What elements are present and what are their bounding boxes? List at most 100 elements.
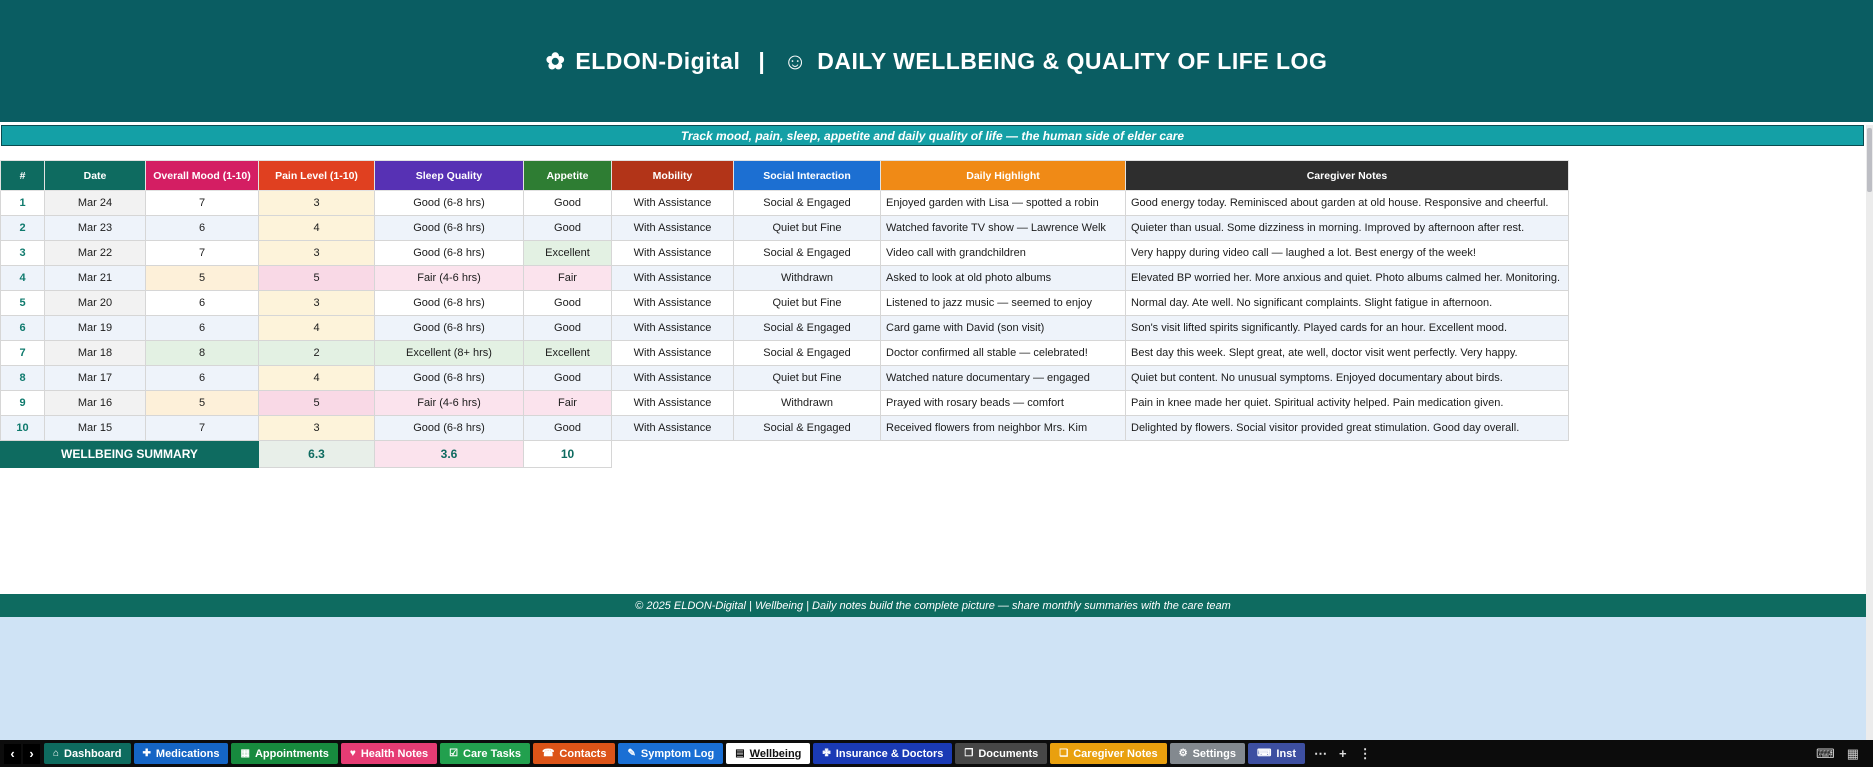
- tab-settings[interactable]: ⚙ Settings: [1169, 743, 1245, 764]
- tab-instructions[interactable]: ⌨ Inst: [1247, 743, 1305, 764]
- tab-caregiver-notes[interactable]: ❏ Caregiver Notes: [1050, 743, 1167, 764]
- cell-appetite[interactable]: Excellent: [523, 340, 612, 366]
- tab-wellbeing[interactable]: ▤ Wellbeing: [726, 743, 811, 764]
- cell-sleep[interactable]: Excellent (8+ hrs): [374, 340, 524, 366]
- cell-notes[interactable]: Normal day. Ate well. No significant com…: [1125, 290, 1569, 316]
- add-sheet-button[interactable]: +: [1334, 746, 1352, 762]
- cell-pain[interactable]: 3: [258, 290, 375, 316]
- cell-social[interactable]: Social & Engaged: [733, 190, 881, 216]
- cell-pain[interactable]: 4: [258, 315, 375, 341]
- cell-date[interactable]: Mar 18: [44, 340, 146, 366]
- cell-pain[interactable]: 4: [258, 365, 375, 391]
- summary-avg-mood[interactable]: 6.3: [258, 440, 375, 468]
- cell-social[interactable]: Withdrawn: [733, 390, 881, 416]
- cell-social[interactable]: Social & Engaged: [733, 240, 881, 266]
- cell-sleep[interactable]: Fair (4-6 hrs): [374, 390, 524, 416]
- cell-notes[interactable]: Good energy today. Reminisced about gard…: [1125, 190, 1569, 216]
- cell-mobility[interactable]: With Assistance: [611, 365, 734, 391]
- cell-mobility[interactable]: With Assistance: [611, 265, 734, 291]
- cell-social[interactable]: Social & Engaged: [733, 340, 881, 366]
- tabs-scroll-left-button[interactable]: ‹: [4, 743, 21, 764]
- cell-appetite[interactable]: Good: [523, 415, 612, 441]
- cell-social[interactable]: Withdrawn: [733, 265, 881, 291]
- cell-date[interactable]: Mar 23: [44, 215, 146, 241]
- tab-dashboard[interactable]: ⌂ Dashboard: [44, 743, 131, 764]
- cell-social[interactable]: Quiet but Fine: [733, 365, 881, 391]
- cell-appetite[interactable]: Good: [523, 215, 612, 241]
- cell-notes[interactable]: Best day this week. Slept great, ate wel…: [1125, 340, 1569, 366]
- cell-mobility[interactable]: With Assistance: [611, 215, 734, 241]
- cell-pain[interactable]: 5: [258, 390, 375, 416]
- cell-notes[interactable]: Elevated BP worried her. More anxious an…: [1125, 265, 1569, 291]
- cell-date[interactable]: Mar 16: [44, 390, 146, 416]
- cell-appetite[interactable]: Good: [523, 315, 612, 341]
- tab-appointments[interactable]: ▦ Appointments: [231, 743, 338, 764]
- cell-highlight[interactable]: Enjoyed garden with Lisa — spotted a rob…: [880, 190, 1126, 216]
- cell-appetite[interactable]: Fair: [523, 390, 612, 416]
- cell-social[interactable]: Quiet but Fine: [733, 215, 881, 241]
- cell-pain[interactable]: 5: [258, 265, 375, 291]
- tab-insurance-doctors[interactable]: ✙ Insurance & Doctors: [813, 743, 953, 764]
- cell-mobility[interactable]: With Assistance: [611, 290, 734, 316]
- cell-highlight[interactable]: Listened to jazz music — seemed to enjoy: [880, 290, 1126, 316]
- cell-mood[interactable]: 7: [145, 190, 259, 216]
- overflow-tabs-button[interactable]: ⋯: [1309, 746, 1332, 762]
- cell-sleep[interactable]: Good (6-8 hrs): [374, 215, 524, 241]
- cell-date[interactable]: Mar 17: [44, 365, 146, 391]
- grid-view-button[interactable]: ▦: [1845, 746, 1861, 762]
- cell-sleep[interactable]: Good (6-8 hrs): [374, 240, 524, 266]
- cell-highlight[interactable]: Doctor confirmed all stable — celebrated…: [880, 340, 1126, 366]
- cell-date[interactable]: Mar 22: [44, 240, 146, 266]
- cell-highlight[interactable]: Prayed with rosary beads — comfort: [880, 390, 1126, 416]
- cell-mood[interactable]: 6: [145, 215, 259, 241]
- cell-pain[interactable]: 3: [258, 240, 375, 266]
- summary-days-count[interactable]: 10: [523, 440, 612, 468]
- tab-documents[interactable]: ❐ Documents: [955, 743, 1048, 764]
- cell-notes[interactable]: Quiet but content. No unusual symptoms. …: [1125, 365, 1569, 391]
- summary-avg-pain[interactable]: 3.6: [374, 440, 524, 468]
- cell-date[interactable]: Mar 15: [44, 415, 146, 441]
- cell-mood[interactable]: 6: [145, 315, 259, 341]
- cell-highlight[interactable]: Card game with David (son visit): [880, 315, 1126, 341]
- cell-mood[interactable]: 7: [145, 415, 259, 441]
- cell-appetite[interactable]: Good: [523, 365, 612, 391]
- cell-social[interactable]: Social & Engaged: [733, 415, 881, 441]
- cell-date[interactable]: Mar 21: [44, 265, 146, 291]
- cell-num[interactable]: 9: [0, 390, 45, 416]
- cell-pain[interactable]: 4: [258, 215, 375, 241]
- cell-mood[interactable]: 6: [145, 365, 259, 391]
- cell-mood[interactable]: 8: [145, 340, 259, 366]
- cell-num[interactable]: 8: [0, 365, 45, 391]
- cell-date[interactable]: Mar 24: [44, 190, 146, 216]
- cell-highlight[interactable]: Video call with grandchildren: [880, 240, 1126, 266]
- cell-mobility[interactable]: With Assistance: [611, 190, 734, 216]
- scrollbar-thumb[interactable]: [1867, 128, 1872, 192]
- keyboard-button[interactable]: ⌨: [1814, 746, 1837, 762]
- cell-num[interactable]: 10: [0, 415, 45, 441]
- cell-pain[interactable]: 3: [258, 190, 375, 216]
- sheet-menu-button[interactable]: ⋮: [1354, 746, 1377, 762]
- tab-medications[interactable]: ✚ Medications: [133, 743, 229, 764]
- cell-mood[interactable]: 7: [145, 240, 259, 266]
- cell-notes[interactable]: Delighted by flowers. Social visitor pro…: [1125, 415, 1569, 441]
- cell-notes[interactable]: Quieter than usual. Some dizziness in mo…: [1125, 215, 1569, 241]
- cell-num[interactable]: 4: [0, 265, 45, 291]
- cell-notes[interactable]: Very happy during video call — laughed a…: [1125, 240, 1569, 266]
- cell-mood[interactable]: 5: [145, 390, 259, 416]
- cell-sleep[interactable]: Good (6-8 hrs): [374, 365, 524, 391]
- cell-mobility[interactable]: With Assistance: [611, 315, 734, 341]
- tab-health-notes[interactable]: ♥ Health Notes: [340, 743, 438, 764]
- cell-sleep[interactable]: Good (6-8 hrs): [374, 315, 524, 341]
- cell-num[interactable]: 6: [0, 315, 45, 341]
- tab-symptom-log[interactable]: ✎ Symptom Log: [618, 743, 724, 764]
- cell-sleep[interactable]: Fair (4-6 hrs): [374, 265, 524, 291]
- cell-num[interactable]: 7: [0, 340, 45, 366]
- cell-num[interactable]: 2: [0, 215, 45, 241]
- cell-social[interactable]: Social & Engaged: [733, 315, 881, 341]
- cell-num[interactable]: 5: [0, 290, 45, 316]
- cell-mobility[interactable]: With Assistance: [611, 390, 734, 416]
- cell-sleep[interactable]: Good (6-8 hrs): [374, 290, 524, 316]
- tab-contacts[interactable]: ☎ Contacts: [532, 743, 616, 764]
- cell-date[interactable]: Mar 20: [44, 290, 146, 316]
- cell-highlight[interactable]: Watched favorite TV show — Lawrence Welk: [880, 215, 1126, 241]
